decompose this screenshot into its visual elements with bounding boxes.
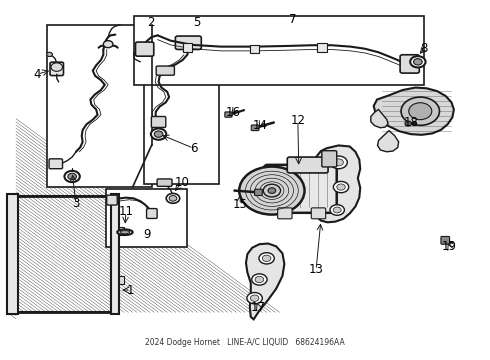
Circle shape [401,97,440,125]
Circle shape [405,121,412,126]
FancyBboxPatch shape [311,208,326,219]
FancyBboxPatch shape [278,208,292,219]
Text: 19: 19 [441,240,457,253]
Circle shape [154,131,163,137]
Circle shape [151,129,166,140]
Bar [119,227,124,235]
Polygon shape [371,109,388,128]
Circle shape [51,63,63,71]
Text: 17: 17 [251,301,266,314]
Text: 13: 13 [309,264,323,276]
Bar [47,25,152,187]
FancyBboxPatch shape [400,55,419,73]
Ellipse shape [117,229,133,235]
Bar [16,196,111,312]
Text: 14: 14 [253,119,268,132]
Text: 16: 16 [225,106,241,119]
Bar [106,189,187,247]
FancyBboxPatch shape [107,195,117,205]
Polygon shape [246,243,284,319]
Circle shape [65,171,80,182]
Text: 1: 1 [127,284,134,297]
FancyBboxPatch shape [441,237,449,244]
Text: 2: 2 [147,16,155,29]
FancyBboxPatch shape [175,36,201,49]
Polygon shape [374,87,454,135]
Polygon shape [377,131,399,152]
FancyBboxPatch shape [49,159,63,169]
Circle shape [334,159,343,166]
FancyBboxPatch shape [136,42,154,56]
FancyBboxPatch shape [322,151,337,167]
Circle shape [410,56,425,67]
FancyBboxPatch shape [156,66,174,75]
Bar [7,194,18,314]
Text: 11: 11 [119,205,133,218]
FancyBboxPatch shape [255,189,262,195]
Text: 9: 9 [143,228,150,241]
Ellipse shape [120,231,130,234]
Circle shape [250,295,259,301]
Text: 12: 12 [290,114,305,127]
FancyBboxPatch shape [225,112,232,117]
Circle shape [255,276,264,283]
Bar [111,194,119,314]
Bar [144,28,219,184]
Circle shape [337,184,345,190]
Circle shape [247,293,262,304]
Text: 18: 18 [403,116,418,129]
Text: 5: 5 [193,16,201,29]
Circle shape [47,52,52,57]
FancyBboxPatch shape [147,208,157,219]
Text: 7: 7 [289,13,297,26]
Circle shape [262,255,271,261]
Circle shape [166,193,180,203]
Bar [317,43,327,51]
Circle shape [268,188,276,193]
Circle shape [259,253,274,264]
FancyBboxPatch shape [50,62,64,76]
Polygon shape [311,145,360,222]
Bar [183,43,192,51]
FancyBboxPatch shape [157,179,172,186]
Circle shape [414,59,422,65]
Text: 6: 6 [190,142,197,155]
FancyBboxPatch shape [264,165,337,213]
Text: 10: 10 [174,176,189,189]
Bar [119,276,124,284]
Text: 4: 4 [34,68,41,81]
Circle shape [169,195,177,201]
Bar [134,16,424,85]
Text: 8: 8 [420,42,428,55]
FancyBboxPatch shape [287,157,328,173]
Circle shape [263,184,281,197]
Circle shape [68,173,76,180]
FancyBboxPatch shape [151,117,166,127]
Circle shape [103,41,113,48]
Circle shape [330,205,344,215]
Circle shape [252,274,267,285]
Text: 2024 Dodge Hornet   LINE-A/C LIQUID   68624196AA: 2024 Dodge Hornet LINE-A/C LIQUID 686241… [145,338,345,347]
Bar [250,45,259,53]
FancyBboxPatch shape [251,125,259,131]
Bar [16,196,111,312]
Circle shape [330,156,347,169]
Text: 15: 15 [233,198,247,211]
Circle shape [333,181,349,193]
Circle shape [333,207,341,213]
Text: 3: 3 [73,198,80,211]
Circle shape [409,103,432,120]
Circle shape [239,167,305,215]
